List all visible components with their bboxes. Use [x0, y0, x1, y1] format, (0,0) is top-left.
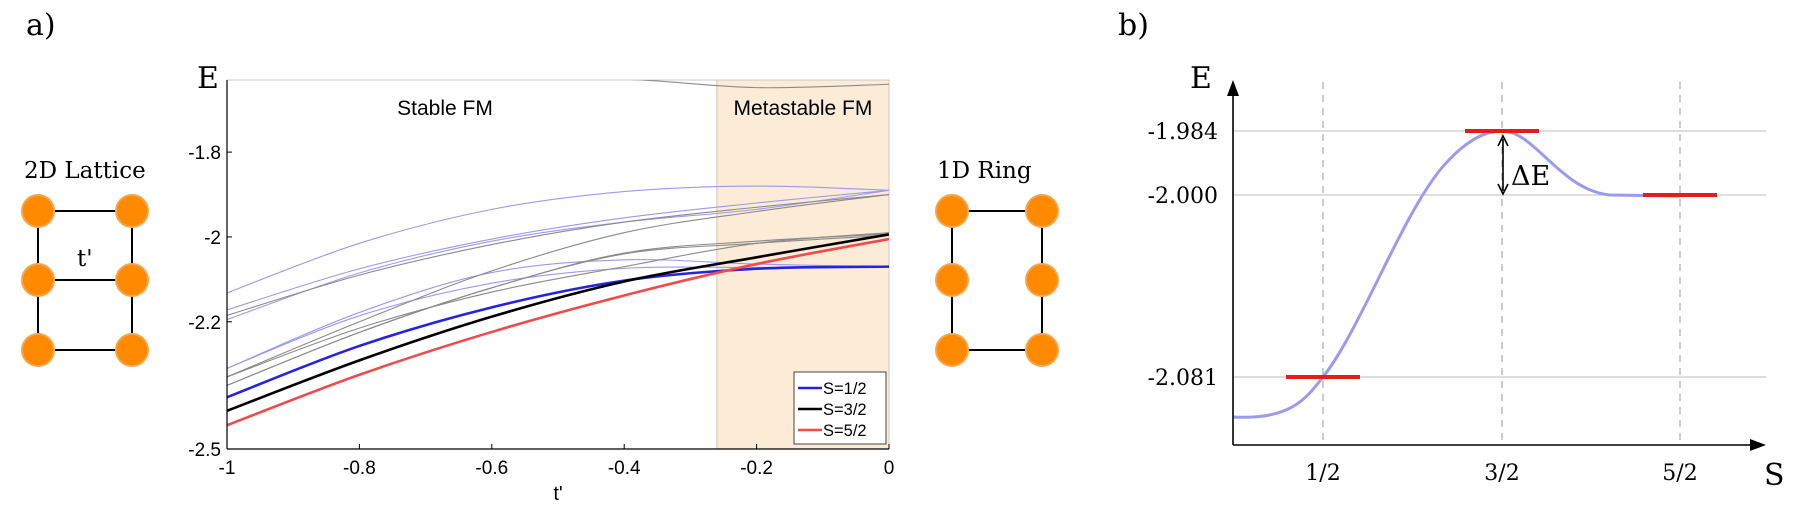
- x-tick-label: -1: [219, 458, 236, 479]
- panel-a-label: a): [26, 8, 56, 43]
- x-tick-label: 3/2: [1484, 461, 1519, 486]
- x-tick-label: -0.4: [608, 458, 641, 479]
- ring-site: [935, 194, 969, 228]
- ring-site: [1025, 194, 1059, 228]
- ring-site: [1025, 333, 1059, 367]
- ring-site: [935, 263, 969, 297]
- x-tick-label: 0: [884, 458, 895, 479]
- series-line-excited: [227, 189, 889, 321]
- x-tick-label: 5/2: [1662, 461, 1697, 486]
- lattice-2d-diagram: [21, 194, 149, 367]
- y-tick-label: -1.984: [1148, 120, 1218, 145]
- legend-label: S=3/2: [823, 401, 867, 419]
- lattice-site: [21, 333, 55, 367]
- barrier-arrowhead-down: [1497, 183, 1509, 196]
- series-group: [227, 80, 889, 427]
- annotation-metastable: Metastable FM: [733, 97, 872, 120]
- x-axis-label: S: [1764, 458, 1785, 493]
- ring-1d-diagram: [935, 194, 1059, 367]
- lattice-site: [115, 194, 149, 228]
- series-line-excited: [227, 193, 889, 378]
- y-axis-label: E: [1190, 61, 1212, 96]
- lattice-2d-title: 2D Lattice: [24, 158, 146, 184]
- series-line-excited: [227, 189, 889, 311]
- series-line-s12: [227, 265, 889, 399]
- y-tick-label: -2.5: [188, 440, 221, 461]
- lattice-site: [115, 333, 149, 367]
- legend-label: S=1/2: [823, 380, 867, 398]
- series-line-excited: [227, 259, 889, 369]
- ring-1d-sites: [935, 194, 1059, 367]
- x-tick-label: -0.2: [740, 458, 773, 479]
- y-axis-arrowhead: [1227, 80, 1239, 96]
- legend-label: S=5/2: [823, 422, 867, 440]
- x-tick-label: 1/2: [1305, 461, 1340, 486]
- y-tick-label: -2.000: [1148, 184, 1218, 209]
- annotation-stable: Stable FM: [397, 97, 493, 120]
- series-line-s52: [227, 237, 889, 427]
- y-tick-label: -1.8: [188, 143, 221, 164]
- lattice-2d-sites: [21, 194, 149, 367]
- x-tick-label: -0.6: [475, 458, 508, 479]
- y-tick-label: -2.2: [188, 313, 221, 334]
- series-line-s32: [227, 233, 889, 413]
- series-line-excited: [227, 234, 889, 386]
- series-line-excited: [227, 232, 889, 378]
- lattice-site: [115, 263, 149, 297]
- barrier-arrowhead-up: [1497, 134, 1509, 147]
- y-axis-label: E: [197, 61, 219, 96]
- ring-site: [1025, 263, 1059, 297]
- series-line-excited: [227, 185, 889, 294]
- hopping-label: t': [77, 246, 93, 272]
- y-tick-label: -2.081: [1148, 366, 1218, 391]
- ring-1d-title: 1D Ring: [937, 158, 1032, 184]
- series-line-excited: [227, 193, 889, 316]
- panel-b-label: b): [1118, 8, 1149, 43]
- lattice-site: [21, 194, 55, 228]
- series-line-excited: [631, 80, 889, 89]
- x-tick-label: -0.8: [343, 458, 376, 479]
- x-axis-arrowhead: [1750, 439, 1766, 451]
- ring-site: [935, 333, 969, 367]
- legend: S=1/2 S=3/2 S=5/2: [793, 371, 887, 445]
- lattice-site: [21, 263, 55, 297]
- x-axis-label: t': [553, 483, 562, 505]
- barrier-label: ΔE: [1511, 161, 1550, 192]
- energy-landscape-curve: [1232, 129, 1681, 419]
- y-tick-label: -2: [204, 228, 221, 249]
